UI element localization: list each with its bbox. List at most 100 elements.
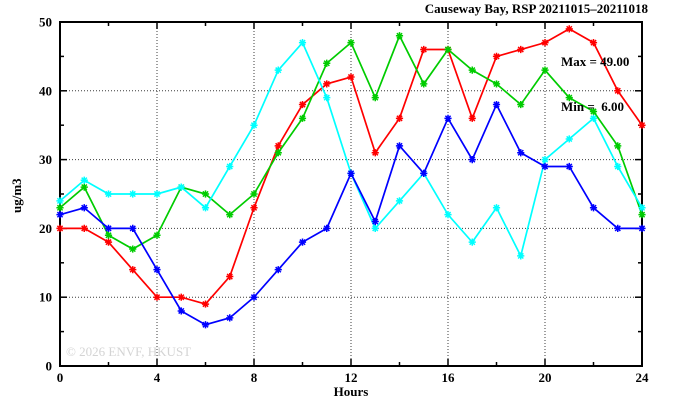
blue-series-marker bbox=[274, 266, 282, 274]
red-series-marker bbox=[250, 204, 258, 212]
blue-series-marker bbox=[347, 169, 355, 177]
blue-series-marker bbox=[614, 224, 622, 232]
cyan-series-marker bbox=[153, 190, 161, 198]
x-tick-label: 20 bbox=[539, 370, 552, 385]
cyan-series-marker bbox=[468, 238, 476, 246]
green-series-marker bbox=[347, 39, 355, 47]
green-series-marker bbox=[541, 66, 549, 74]
blue-series-marker bbox=[492, 100, 501, 109]
cyan-series-marker bbox=[274, 66, 282, 74]
blue-series-marker bbox=[56, 211, 64, 219]
green-series-marker bbox=[274, 149, 282, 157]
red-series-marker bbox=[468, 114, 476, 122]
red-series-marker bbox=[541, 39, 549, 47]
cyan-series-marker bbox=[226, 162, 234, 171]
red-series-marker bbox=[298, 100, 307, 109]
blue-series-marker bbox=[298, 238, 307, 246]
cyan-series-marker bbox=[492, 204, 501, 212]
blue-series-marker bbox=[153, 266, 161, 274]
red-series-marker bbox=[201, 300, 210, 308]
legend-min-label: Min = 6.00 bbox=[561, 99, 625, 114]
cyan-series-marker bbox=[129, 190, 137, 198]
blue-series-marker bbox=[589, 204, 598, 212]
red-series-marker bbox=[323, 80, 331, 88]
cyan-series-marker bbox=[104, 190, 113, 198]
blue-series-marker bbox=[129, 224, 137, 232]
cyan-series-marker bbox=[614, 162, 622, 171]
blue-series-marker bbox=[80, 204, 88, 212]
blue-series-marker bbox=[541, 162, 549, 171]
green-series-marker bbox=[371, 94, 379, 102]
watermark-text: © 2026 ENVF, HKUST bbox=[66, 344, 192, 359]
x-tick-label: 8 bbox=[251, 370, 258, 385]
red-series-marker bbox=[492, 52, 501, 60]
cyan-series-marker bbox=[638, 204, 646, 212]
blue-series-marker bbox=[638, 224, 646, 232]
green-series-marker bbox=[444, 45, 452, 54]
legend-max-label: Max = 49.00 bbox=[561, 54, 630, 69]
green-series-marker bbox=[468, 66, 476, 74]
x-tick-label: 12 bbox=[345, 370, 358, 385]
chart-title: Causeway Bay, RSP 20211015–20211018 bbox=[424, 1, 648, 16]
red-series-marker bbox=[371, 149, 379, 157]
blue-series-marker bbox=[104, 224, 113, 232]
green-series-marker bbox=[492, 80, 501, 88]
green-series-marker bbox=[638, 211, 646, 219]
blue-series-marker bbox=[517, 149, 525, 157]
blue-series-marker bbox=[201, 321, 210, 329]
red-series-marker bbox=[589, 39, 598, 47]
blue-series-marker bbox=[395, 142, 404, 150]
green-series-marker bbox=[250, 190, 258, 198]
red-series-marker bbox=[614, 87, 622, 95]
green-series-marker bbox=[589, 107, 598, 116]
green-series-marker bbox=[226, 211, 234, 219]
green-series-marker bbox=[56, 204, 64, 212]
red-series-marker bbox=[104, 238, 113, 246]
red-series-marker bbox=[347, 73, 355, 81]
green-series-marker bbox=[129, 245, 137, 253]
cyan-series-marker bbox=[589, 114, 598, 122]
red-series-marker bbox=[56, 224, 64, 232]
red-series-marker bbox=[638, 121, 646, 129]
x-tick-label: 0 bbox=[57, 370, 64, 385]
blue-series-marker bbox=[323, 224, 331, 232]
cyan-series-marker bbox=[177, 183, 185, 191]
green-series-marker bbox=[153, 231, 161, 239]
red-series-marker bbox=[226, 272, 234, 281]
y-tick-label: 30 bbox=[39, 152, 52, 167]
green-series-marker bbox=[323, 59, 331, 67]
y-tick-label: 40 bbox=[39, 83, 52, 98]
red-series-marker bbox=[517, 45, 525, 54]
cyan-series-marker bbox=[395, 197, 404, 205]
x-axis-label: Hours bbox=[333, 384, 369, 399]
blue-series-marker bbox=[468, 156, 476, 164]
y-tick-label: 20 bbox=[39, 221, 52, 236]
red-series-marker bbox=[420, 45, 428, 54]
green-series-marker bbox=[420, 80, 428, 88]
blue-series-marker bbox=[565, 162, 573, 171]
green-series-marker bbox=[614, 142, 622, 150]
red-series-marker bbox=[80, 224, 88, 232]
cyan-series-marker bbox=[298, 39, 307, 47]
green-series-marker bbox=[201, 190, 210, 198]
blue-series-marker bbox=[371, 217, 379, 226]
x-tick-label: 4 bbox=[154, 370, 161, 385]
cyan-series-marker bbox=[250, 121, 258, 129]
green-series-marker bbox=[395, 32, 404, 40]
red-series-marker bbox=[177, 293, 185, 301]
cyan-series-marker bbox=[517, 252, 525, 260]
red-series-marker bbox=[153, 293, 161, 301]
cyan-series-marker bbox=[371, 224, 379, 232]
red-series-marker bbox=[565, 25, 573, 33]
cyan-series-marker bbox=[541, 156, 549, 164]
y-tick-label: 10 bbox=[39, 290, 52, 305]
red-series-marker bbox=[129, 266, 137, 274]
blue-series-marker bbox=[444, 114, 452, 122]
y-tick-label: 0 bbox=[46, 359, 53, 374]
cyan-series-marker bbox=[201, 204, 210, 212]
green-series-marker bbox=[565, 94, 573, 102]
green-series-marker bbox=[517, 100, 525, 109]
y-tick-label: 50 bbox=[39, 15, 52, 30]
